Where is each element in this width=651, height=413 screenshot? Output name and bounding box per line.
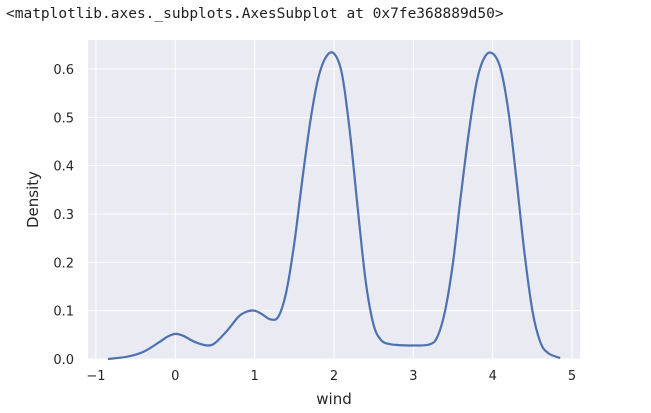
x-tick-label: 4 xyxy=(489,369,497,384)
y-tick-label: 0.5 xyxy=(53,111,74,126)
x-tick-label: 2 xyxy=(330,369,338,384)
x-tick-label: 0 xyxy=(171,369,179,384)
y-tick-label: 0.3 xyxy=(53,208,74,223)
x-tick-label: 3 xyxy=(409,369,417,384)
y-tick-label: 0.2 xyxy=(53,256,74,271)
y-axis-label: Density xyxy=(24,171,42,228)
x-tick-label: −1 xyxy=(86,369,105,384)
output-repr-text: <matplotlib.axes._subplots.AxesSubplot a… xyxy=(6,6,504,22)
kde-series-line xyxy=(107,51,561,361)
y-tick-label: 0.0 xyxy=(53,353,74,368)
y-tick-label: 0.4 xyxy=(53,160,74,175)
y-tick-label: 0.1 xyxy=(53,305,74,320)
grid-lines xyxy=(88,40,580,360)
x-axis-label: wind xyxy=(316,390,351,408)
y-axis-ticks: 0.0 0.1 0.2 0.3 0.4 0.5 0.6 xyxy=(53,63,74,368)
x-axis-ticks: −1 0 1 2 3 4 5 xyxy=(86,369,576,384)
y-tick-label: 0.6 xyxy=(53,63,74,78)
x-tick-label: 5 xyxy=(568,369,576,384)
x-tick-label: 1 xyxy=(251,369,259,384)
